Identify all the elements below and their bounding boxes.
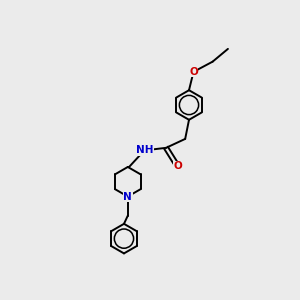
Text: NH: NH [136,146,153,155]
Text: O: O [189,67,198,77]
Text: N: N [123,191,132,202]
Text: O: O [173,161,182,171]
